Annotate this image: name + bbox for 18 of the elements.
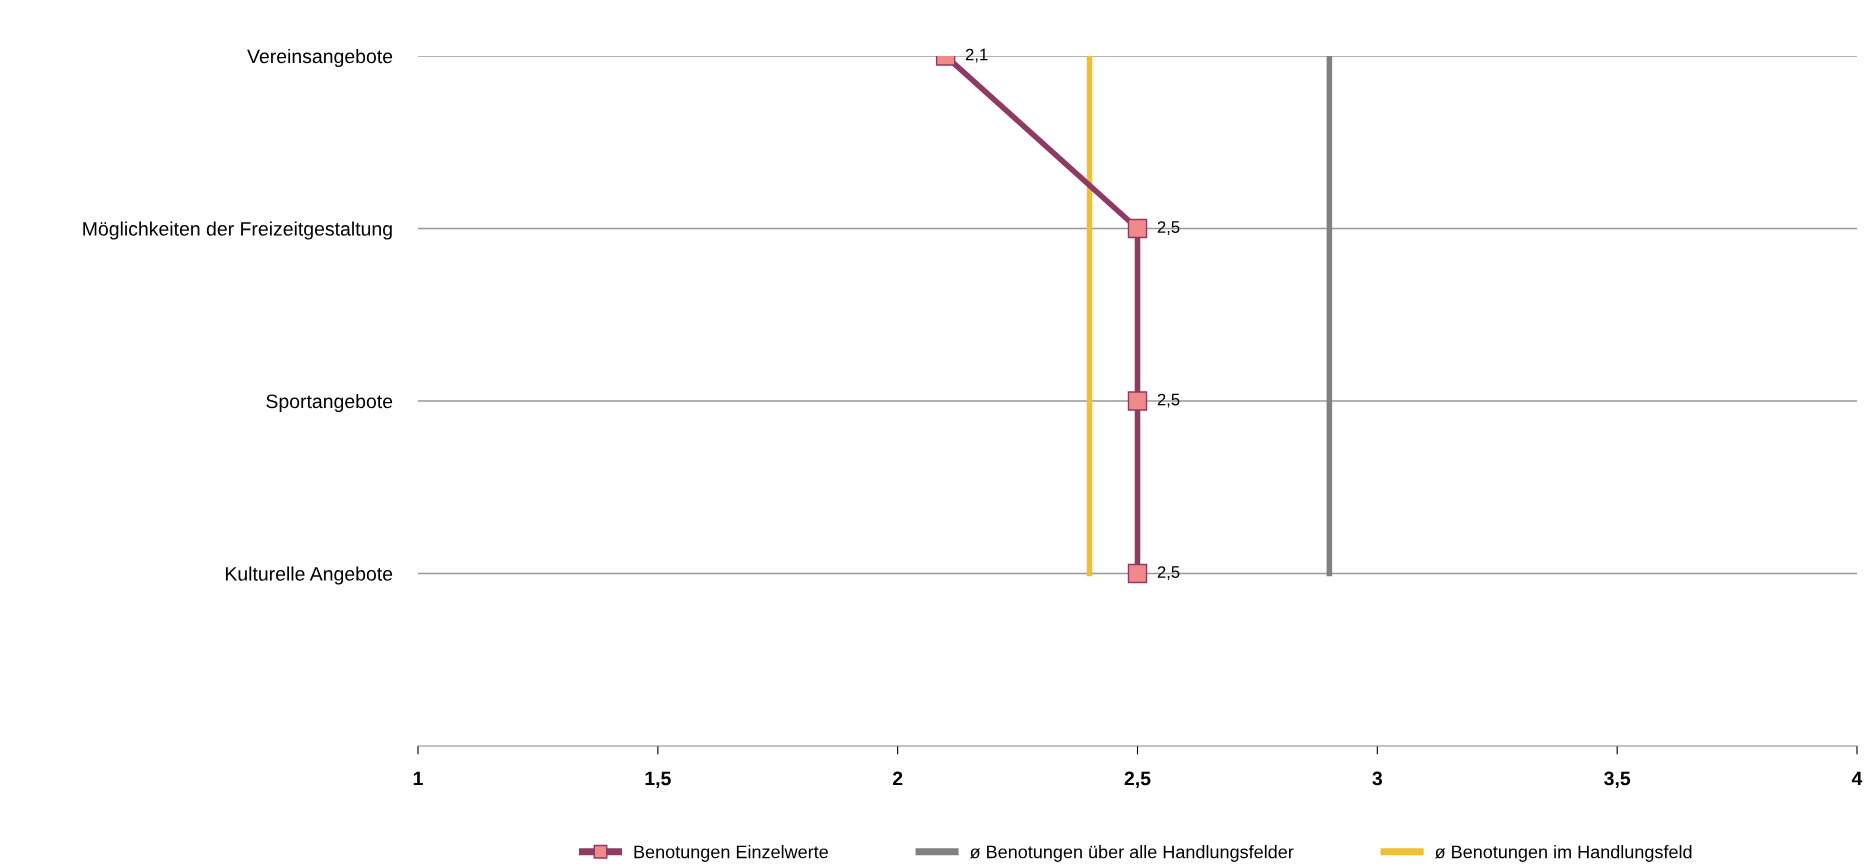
data-label: 2,1 [965, 48, 988, 63]
y-tick-label: Vereinsangebote [247, 48, 393, 68]
data-label: 2,5 [1157, 221, 1180, 235]
x-tick-label: 4 [1851, 771, 1863, 786]
x-tick-label: 2 [892, 771, 903, 786]
x-tick-label: 1,5 [645, 771, 671, 789]
data-label: 2,5 [1157, 393, 1180, 408]
x-tick-label: 1 [413, 771, 423, 786]
legend-label: ø Benotungen im Handlungsfeld [1434, 845, 1692, 862]
x-tick-label: 2,5 [1124, 771, 1151, 789]
legend-label: Benotungen Einzelwerte [634, 845, 828, 862]
y-tick-label: Kulturelle Angebote [225, 566, 393, 585]
x-tick-label: 3,5 [1604, 771, 1631, 789]
legend-label: ø Benotungen über alle Handlungsfelder [969, 845, 1294, 862]
x-tick-label: 3 [1372, 771, 1383, 786]
y-tick-label: Möglichkeiten der Freizeitgestaltung [83, 221, 392, 240]
data-label: 2,5 [1157, 566, 1180, 580]
y-tick-label: Sportangebote [266, 393, 393, 413]
